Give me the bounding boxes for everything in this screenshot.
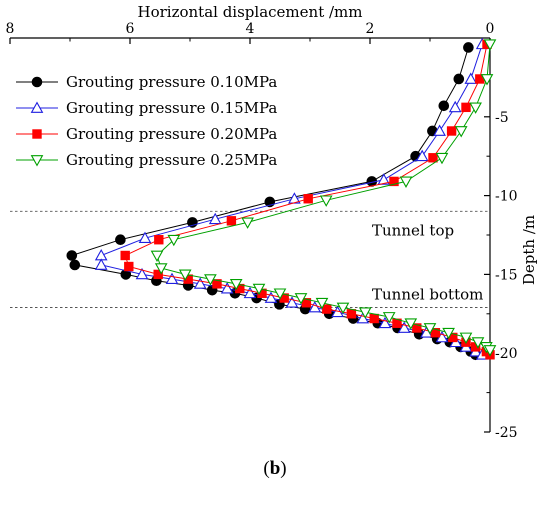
series-1-point [115,234,126,246]
series-4-point [480,74,494,86]
series-2-point [448,100,462,113]
series-1-point [66,250,78,261]
series-3-point [430,328,441,338]
series-2-point [138,231,152,244]
y-tick-label: -15 [495,267,518,283]
y-tick-label: -10 [495,189,518,205]
series-4-point [399,176,413,188]
caption-open: ( [263,458,270,479]
series-1-point [463,42,474,53]
caption-label: b [269,458,281,479]
series-2-point [193,277,207,289]
x-tick-label: 8 [6,21,15,37]
series-4-point [483,345,497,357]
caption-close: ) [280,458,287,479]
series-4-point [423,323,437,335]
y-tick-label: -25 [495,425,518,441]
legend-label-3: Grouting pressure 0.20MPa [66,125,277,143]
series-4-point [435,152,449,165]
legend-marker-1 [31,76,43,88]
y-tick-label: -5 [495,110,509,126]
legend-label-2: Grouting pressure 0.15MPa [66,99,277,117]
series-2-point [243,286,257,299]
series-2-point [378,316,392,329]
series-4-point [204,274,217,286]
series-4-point [229,278,243,291]
legend-label-1: Grouting pressure 0.10MPa [66,73,277,91]
series-2-point [264,291,278,303]
series-4-point [454,126,468,138]
series-3-point [461,102,471,113]
series-4-point [315,297,329,310]
series-4-point [404,318,418,330]
reference-line-label: Tunnel bottom [372,285,483,303]
series-3-point [303,194,313,204]
series-4-point [483,39,497,51]
series-4-point [382,312,396,324]
series-3-point [124,261,134,272]
series-3-point [389,176,399,187]
series-4-point [273,288,287,300]
reference-line-label: Tunnel top [372,221,454,239]
series-2-point [285,296,299,308]
series-2-point [464,72,478,84]
series-4-point [336,302,350,315]
series-2-point [433,124,446,136]
series-4-point [319,195,333,207]
series-4-point [459,332,473,344]
legend-marker-2 [30,101,44,113]
series-4-point [469,102,482,114]
series-4-point [358,307,372,319]
series-2-point [94,248,108,261]
series-2-point [94,258,108,270]
series-1-point [453,73,465,85]
series-3-point [153,269,163,280]
series-3-point [446,126,457,136]
series-2-point [135,267,149,280]
series-3-point [346,309,357,319]
series-3-point [412,323,422,333]
series-4-point [442,327,455,340]
series-2-point [220,282,234,294]
legend-label-4: Grouting pressure 0.25MPa [66,151,277,169]
series-2-point [415,149,429,162]
series-3-point [301,298,312,308]
series-4-point [294,293,308,305]
series-1-point [69,259,81,271]
series-4-point [252,283,266,296]
series-3-point [120,250,130,261]
series-2-point [208,212,222,225]
x-tick-label: 6 [126,21,135,37]
series-1-point [438,100,450,112]
series-4-point [178,269,192,281]
series-line-4 [156,44,491,351]
series-4-point [154,263,168,275]
series-2-point [377,173,391,185]
legend-marker-4 [30,155,44,167]
series-3-point [226,216,237,226]
x-tick-label: 4 [246,21,255,37]
series-3-point [212,279,222,289]
series-2-point [165,272,179,284]
series-3-point [428,153,438,163]
series-3-point [322,304,332,314]
figure-caption: (b) [0,458,550,480]
y-tick-label: -20 [495,346,518,362]
series-4-point [167,234,181,247]
legend-marker-3 [32,129,42,139]
x-axis-label: Horizontal displacement /mm [138,3,363,21]
series-3-point [154,235,164,245]
x-tick-label: 2 [366,21,375,37]
series-2-point [308,300,322,313]
series-3-point [369,313,379,324]
series-4-point [150,250,164,263]
x-tick-label: 0 [486,21,495,37]
y-axis-label: Depth /m [520,215,538,285]
series-4-point [241,217,254,229]
